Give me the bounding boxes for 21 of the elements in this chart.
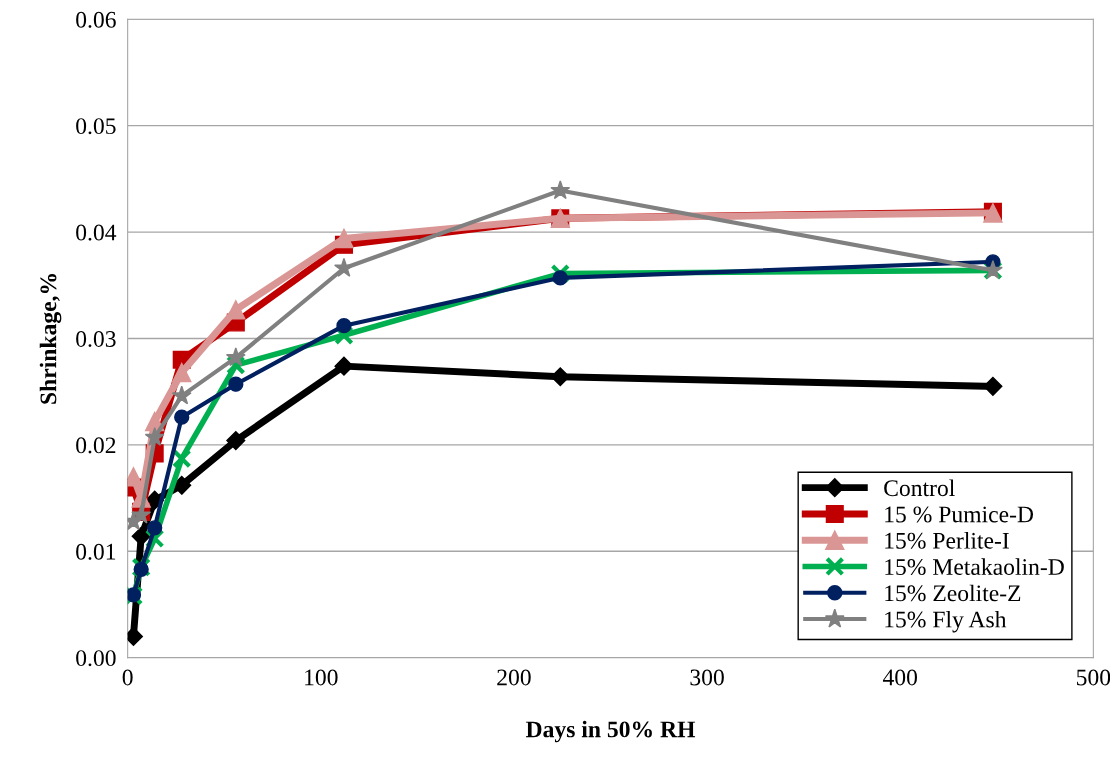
y-axis-title: Shrinkage,% (39, 274, 62, 404)
x-tick-label: 100 (305, 669, 338, 686)
x-tick-label: 400 (882, 669, 918, 686)
y-tick-label: 0.01 (76, 543, 116, 560)
y-tick-label: 0.06 (76, 11, 116, 28)
y-tick-label: 0.00 (76, 650, 116, 667)
x-tick-label: 200 (497, 669, 531, 686)
y-tick-label: 0.04 (76, 224, 117, 241)
legend-label: 15% Metakaolin-D (885, 558, 1064, 576)
legend-label: 15% Zeolite-Z (885, 584, 1021, 602)
y-tick-label: 0.02 (76, 437, 116, 454)
legend-label: 15% Perlite-I (885, 532, 1009, 549)
legend-label: Control (884, 479, 955, 497)
x-axis-title: Days in 50% RH (525, 720, 696, 743)
x-tick-label: 500 (1077, 669, 1110, 686)
x-tick-label: 300 (690, 669, 724, 686)
y-tick-label: 0.03 (76, 330, 116, 347)
legend-label: 15% Fly Ash (885, 610, 1007, 633)
legend-label: 15 % Pumice-D (885, 506, 1034, 523)
x-tick-label: 0 (122, 669, 133, 686)
y-tick-label: 0.05 (76, 118, 116, 135)
